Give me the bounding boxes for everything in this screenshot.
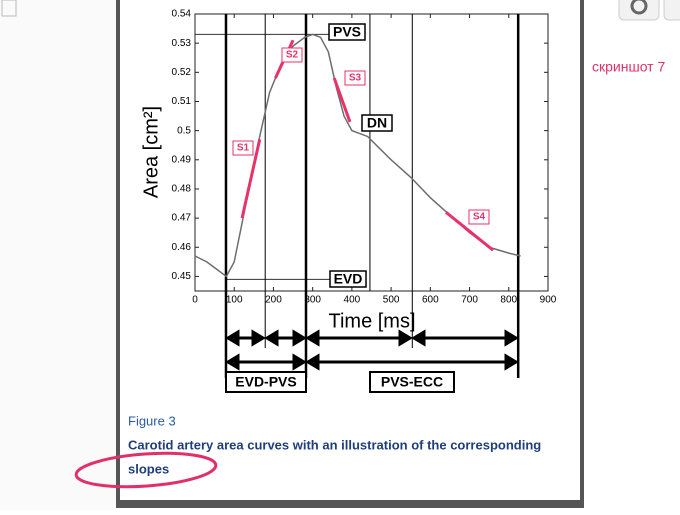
interval-label: PVS-ECC [381, 374, 443, 390]
x-tick-label: 0 [192, 295, 198, 306]
figure-caption: slopes [128, 461, 169, 476]
plot-area [194, 13, 549, 292]
slope-label: S4 [473, 212, 486, 223]
toolbar-icon [1, 0, 17, 17]
x-tick-label: 800 [500, 295, 517, 306]
y-tick-label: 0.54 [172, 9, 192, 20]
figure-label: Figure 3 [128, 413, 176, 428]
y-tick-label: 0.51 [172, 96, 192, 107]
annotation-box [329, 270, 367, 288]
y-tick-label: 0.47 [172, 213, 192, 224]
slope-label: S3 [349, 73, 362, 84]
x-tick-label: 400 [344, 295, 361, 306]
annotation: EVD [334, 271, 363, 287]
slope-label-box [344, 70, 366, 86]
x-tick-label: 600 [422, 295, 439, 306]
y-tick-label: 0.45 [172, 271, 192, 282]
y-axis-label: Area [cm²] [140, 106, 162, 198]
slope-label: S2 [286, 50, 299, 61]
slope-line [240, 139, 262, 219]
annotation-box [328, 23, 366, 41]
interval-box [369, 371, 455, 393]
slope-label: S1 [237, 143, 250, 154]
interval-box [225, 371, 307, 393]
toolbar-button[interactable] [663, 0, 680, 21]
x-tick-label: 200 [265, 295, 282, 306]
annotation: DN [367, 115, 387, 131]
slope-line [332, 77, 352, 123]
slope-label-box [281, 47, 303, 63]
interval-arrows [225, 329, 519, 371]
settings-button[interactable] [618, 0, 660, 21]
annotation: PVS [333, 24, 361, 40]
chart: 0.45 0.46 0.47 0.48 0.49 0.5 0.51 0.52 0.53 0.54 0… [140, 9, 557, 393]
x-tick-label: 300 [304, 295, 321, 306]
x-tick-label: 700 [461, 295, 478, 306]
y-tick-label: 0.49 [172, 154, 192, 165]
y-tick-label: 0.46 [172, 242, 192, 253]
figure-caption: Carotid artery area curves with an illus… [128, 437, 541, 452]
annotation-box [361, 114, 393, 132]
highlight-ellipse [74, 451, 218, 489]
x-tick-label: 500 [383, 295, 400, 306]
slope-line [445, 211, 495, 252]
y-tick-label: 0.53 [172, 38, 192, 49]
x-tick-label: 100 [226, 295, 243, 306]
y-tick-label: 0.5 [177, 125, 191, 136]
background-page [0, 0, 118, 510]
side-note: скриншот 7 [592, 59, 665, 75]
gear-icon [630, 0, 648, 15]
y-tick-label: 0.52 [172, 67, 192, 78]
y-tick-label: 0.48 [172, 184, 192, 195]
slope-label-box [232, 140, 254, 156]
x-tick-label: 900 [540, 295, 557, 306]
slope-label-box [468, 209, 490, 225]
interval-label: EVD-PVS [235, 374, 296, 390]
x-axis-label: Time [ms] [328, 310, 415, 332]
